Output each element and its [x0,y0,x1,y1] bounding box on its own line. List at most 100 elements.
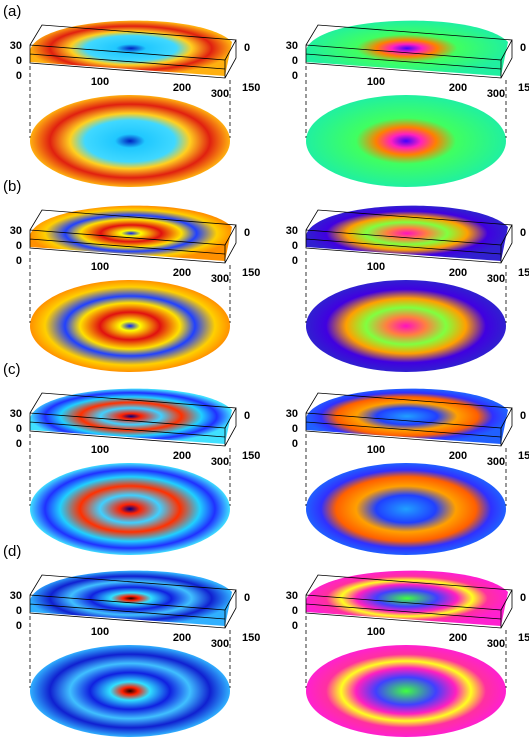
axis-tick-label: 30 [10,408,22,420]
axis-tick-label: 0 [292,423,298,435]
axis-tick-label: 300 [211,88,229,100]
axis-tick-label: 0 [244,227,250,239]
axis-tick-label: 0 [520,410,526,422]
axis-tick-label: 0 [292,55,298,67]
axis-tick-label: 0 [292,255,298,267]
axis-tick-label: 30 [286,408,298,420]
field-surface [30,388,232,444]
axis-tick-label: 0 [244,42,250,54]
axis-tick-label: 100 [367,626,385,638]
axis-tick-label: 200 [449,82,467,94]
axis-tick-label: 200 [173,267,191,279]
field-map [30,280,230,372]
axis-tick-label: 200 [449,632,467,644]
axis-tick-label: 150 [242,267,260,279]
field-surface [306,20,508,76]
field-map [306,280,506,372]
box-frame [305,209,513,264]
axis-tick-label: 30 [286,40,298,52]
guide-line [29,66,231,138]
field-surface [30,205,232,261]
field-map [30,463,230,555]
axis-tick-label: 0 [292,240,298,252]
box-frame [305,574,513,629]
axis-tick-label: 100 [367,444,385,456]
field-surface [306,388,508,444]
guide-line [305,616,507,688]
field-surface [306,570,508,626]
panel-label: (b) [3,178,21,195]
axis-tick-label: 300 [487,273,505,285]
axis-tick-label: 200 [173,82,191,94]
axis-tick-label: 150 [242,450,260,462]
axis-tick-label: 200 [449,267,467,279]
axis-tick-label: 150 [242,632,260,644]
field-map [306,463,506,555]
axis-tick-label: 300 [211,638,229,650]
guide-line [29,616,231,688]
axis-tick-label: 0 [292,620,298,632]
axis-tick-label: 150 [242,82,260,94]
axis-tick-label: 300 [487,456,505,468]
field-surface [306,205,508,261]
axis-tick-label: 0 [16,255,22,267]
axis-tick-label: 0 [16,620,22,632]
axis-tick-label: 150 [518,267,529,279]
axis-tick-label: 0 [16,70,22,82]
axis-tick-label: 100 [91,444,109,456]
panel-label: (a) [3,3,21,20]
box-frame [29,392,237,447]
axis-tick-label: 0 [16,438,22,450]
field-surface [30,20,232,76]
guide-line [305,66,507,138]
field-map [30,645,230,737]
panel-label: (d) [3,543,21,560]
axis-tick-label: 30 [286,590,298,602]
guide-line [305,251,507,323]
axis-tick-label: 30 [10,225,22,237]
guide-line [29,251,231,323]
axis-tick-label: 100 [367,261,385,273]
axis-tick-label: 100 [91,76,109,88]
axis-tick-label: 0 [16,605,22,617]
axis-tick-label: 100 [367,76,385,88]
field-surface [30,570,232,626]
field-map [306,645,506,737]
axis-tick-label: 0 [16,423,22,435]
axis-tick-label: 150 [518,450,529,462]
axis-tick-label: 0 [520,42,526,54]
axis-tick-label: 300 [211,273,229,285]
axis-tick-label: 300 [211,456,229,468]
field-map [306,95,506,187]
axis-tick-label: 0 [16,55,22,67]
axis-tick-label: 0 [244,410,250,422]
axis-tick-label: 200 [449,450,467,462]
axis-tick-label: 0 [244,592,250,604]
axis-tick-label: 0 [520,227,526,239]
axis-tick-label: 30 [10,590,22,602]
axis-tick-label: 30 [10,40,22,52]
box-frame [305,392,513,447]
guide-line [305,434,507,506]
axis-tick-label: 100 [91,626,109,638]
panel-label: (c) [3,361,21,378]
box-frame [305,24,513,79]
axis-tick-label: 0 [292,70,298,82]
axis-tick-label: 0 [16,240,22,252]
axis-tick-label: 200 [173,632,191,644]
axis-tick-label: 0 [292,605,298,617]
box-frame [29,209,237,264]
box-frame [29,24,237,79]
axis-tick-label: 0 [292,438,298,450]
axis-tick-label: 300 [487,88,505,100]
axis-tick-label: 300 [487,638,505,650]
guide-line [29,434,231,506]
